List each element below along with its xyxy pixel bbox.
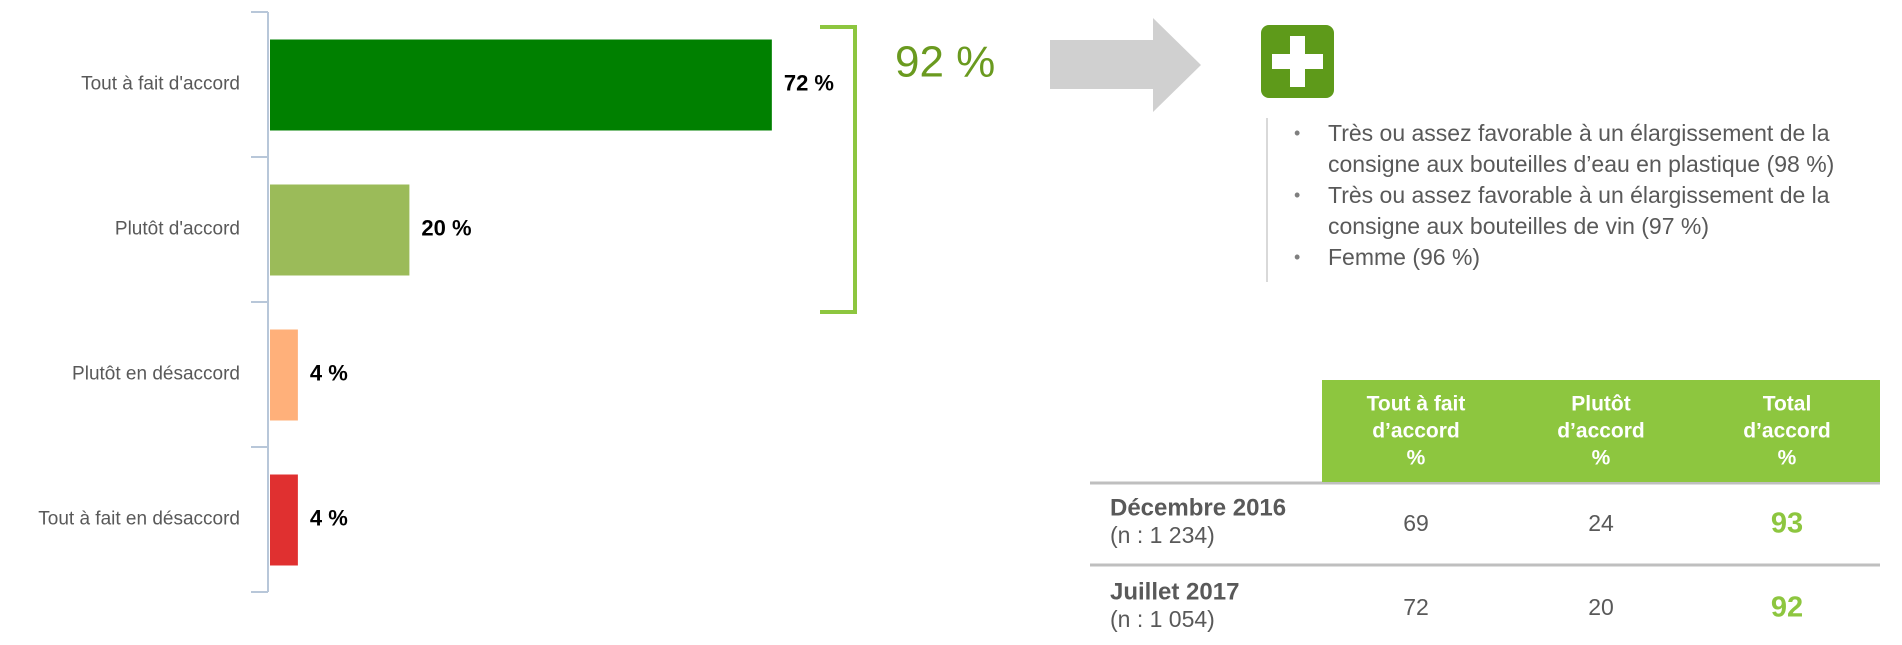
plus-icon (1272, 54, 1323, 69)
total-annotation: 92 % (895, 38, 995, 87)
table-header: % (1778, 447, 1797, 470)
bullet-item: Très ou assez favorable à un élargisseme… (1294, 118, 1888, 180)
bar (270, 39, 772, 131)
row-label: Décembre 2016 (1110, 494, 1286, 521)
bullet-item: Très ou assez favorable à un élargisseme… (1294, 180, 1888, 242)
table-header: Tout à fait (1367, 393, 1466, 416)
table-header: % (1592, 447, 1611, 470)
bullet-item: Femme (96 %) (1294, 242, 1888, 273)
bar (270, 329, 298, 421)
table-header: d’accord (1557, 420, 1645, 443)
table-cell: 93 (1771, 508, 1803, 540)
table-cell: 72 (1403, 594, 1429, 620)
arrow (1050, 18, 1201, 112)
bracket (820, 25, 857, 314)
bullet-list: Très ou assez favorable à un élargisseme… (1266, 118, 1896, 282)
value-label: 4 % (310, 360, 348, 385)
category-label: Plutôt d'accord (115, 219, 240, 240)
row-label: Juillet 2017 (1110, 578, 1239, 605)
table-header: Total (1763, 393, 1812, 416)
table-header: d’accord (1743, 420, 1831, 443)
row-sub: (n : 1 054) (1110, 606, 1215, 632)
table-header: Plutôt (1571, 393, 1630, 416)
table-header: % (1407, 447, 1426, 470)
table-cell: 92 (1771, 592, 1803, 624)
row-sub: (n : 1 234) (1110, 522, 1215, 548)
table-cell: 69 (1403, 510, 1429, 536)
category-label: Tout à fait d'accord (81, 74, 240, 95)
category-label: Plutôt en désaccord (72, 364, 240, 385)
value-label: 4 % (310, 505, 348, 530)
bar (270, 184, 410, 276)
category-label: Tout à fait en désaccord (38, 509, 240, 530)
value-label: 20 % (421, 215, 471, 240)
table-header-bg (1322, 380, 1880, 482)
table-header: d’accord (1372, 420, 1460, 443)
table-cell: 20 (1588, 594, 1614, 620)
value-label: 72 % (784, 70, 834, 95)
table-cell: 24 (1588, 510, 1614, 536)
bar (270, 474, 298, 566)
